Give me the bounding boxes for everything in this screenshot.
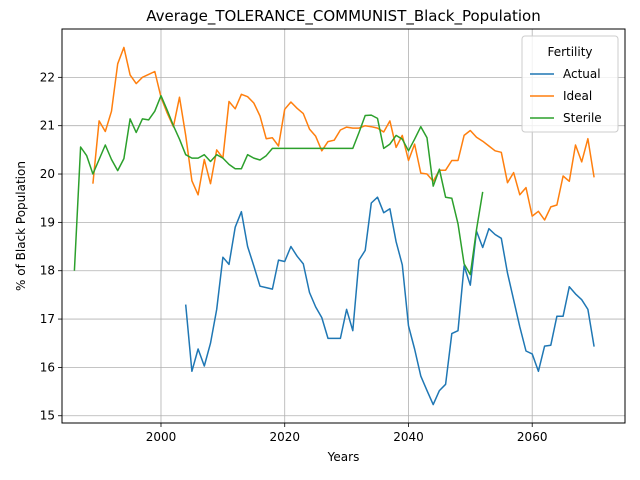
axis-ticks: 2000 2020 2040 2060 15 16 17 18 19 20 21 22: [40, 70, 548, 444]
series-line-actual: [184, 196, 595, 406]
x-tick-label: 2040: [393, 430, 424, 444]
legend: Fertility Actual Ideal Sterile: [521, 35, 619, 133]
x-axis-title: Years: [327, 450, 360, 464]
y-tick-label: 20: [40, 167, 55, 181]
y-axis-title: % of Black Population: [14, 161, 28, 291]
series-lines: [73, 46, 595, 406]
plot-area-frame: [61, 28, 626, 424]
x-tick-label: 2000: [146, 430, 177, 444]
y-tick-label: 22: [40, 70, 55, 84]
legend-label-sterile: Sterile: [563, 111, 602, 125]
y-tick-label: 19: [40, 215, 55, 229]
legend-items: Actual Ideal Sterile: [530, 67, 602, 125]
y-tick-label: 16: [40, 360, 55, 374]
y-tick-label: 21: [40, 119, 55, 133]
series-line-sterile: [73, 94, 484, 276]
x-tick-label: 2060: [517, 430, 548, 444]
x-tick-label: 2020: [269, 430, 300, 444]
chart-title: Average_TOLERANCE_COMMUNIST_Black_Popula…: [146, 7, 541, 26]
legend-box: [521, 35, 619, 133]
y-tick-label: 15: [40, 409, 55, 423]
y-tick-label: 17: [40, 312, 55, 326]
y-tick-label: 18: [40, 264, 55, 278]
legend-label-actual: Actual: [563, 67, 601, 81]
legend-title: Fertility: [547, 45, 592, 59]
legend-label-ideal: Ideal: [563, 89, 592, 103]
series-line-ideal: [92, 46, 595, 221]
